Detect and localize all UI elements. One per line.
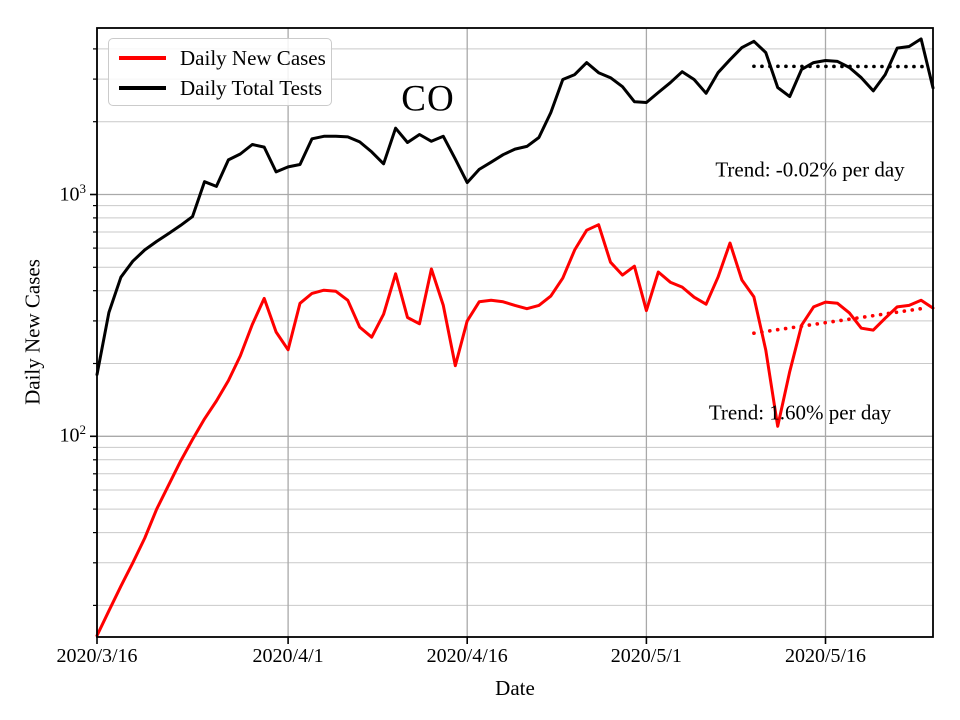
legend: Daily New Cases Daily Total Tests — [108, 38, 332, 106]
x-tick-label: 2020/4/16 — [426, 645, 508, 667]
x-axis-label: Date — [495, 676, 535, 700]
legend-item-label: Daily New Cases — [180, 45, 326, 70]
legend-item-daily-new-cases: Daily New Cases — [119, 43, 331, 73]
legend-line-swatch-black — [119, 86, 166, 90]
y-tick-label-100: 102 — [59, 422, 87, 447]
y-axis-label: Daily New Cases — [20, 259, 45, 405]
legend-line-swatch-red — [119, 56, 166, 60]
x-tick-label: 2020/4/1 — [252, 645, 324, 667]
legend-item-daily-total-tests: Daily Total Tests — [119, 73, 331, 103]
trend-annotation-cases: Trend: 1.60% per day — [708, 400, 892, 425]
x-tick-label: 2020/5/16 — [784, 645, 867, 667]
plot-title: CO — [401, 78, 455, 120]
x-tick-label: 2020/5/1 — [610, 645, 682, 667]
trend-annotation-tests: Trend: -0.02% per day — [715, 157, 905, 182]
y-tick-label-1000: 103 — [59, 181, 87, 206]
x-tick-label: 2020/3/16 — [56, 645, 138, 667]
legend-item-label: Daily Total Tests — [180, 75, 323, 100]
